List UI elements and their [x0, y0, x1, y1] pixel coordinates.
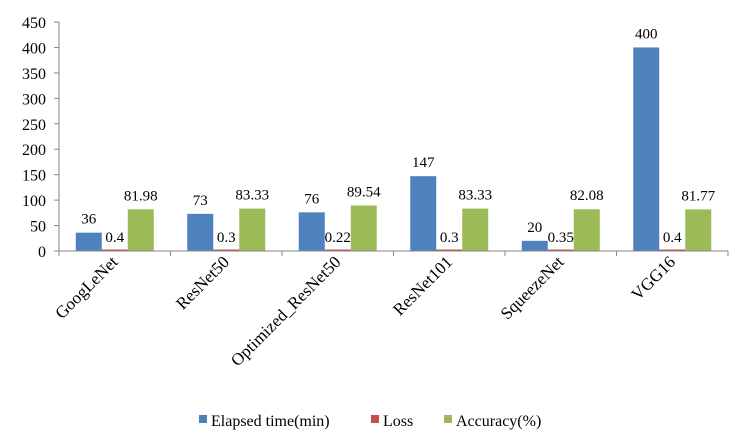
x-category-label: VGG16: [628, 252, 680, 304]
x-category-label: Optimized_ResNet50: [227, 252, 345, 370]
x-category-label: SqueezeNet: [497, 252, 568, 323]
legend-label: Loss: [383, 413, 413, 430]
bars: [75, 47, 712, 251]
data-label: 0.3: [217, 230, 236, 246]
y-tick-label: 150: [22, 168, 46, 185]
bar: [239, 208, 266, 251]
y-tick-label: 400: [22, 40, 46, 57]
legend-swatch: [199, 415, 207, 423]
legend-label: Accuracy(%): [456, 413, 541, 430]
bar: [298, 212, 325, 251]
bar: [213, 249, 240, 251]
data-label: 0.3: [440, 230, 459, 246]
data-label: 0.22: [325, 230, 351, 246]
data-label: 20: [527, 220, 542, 236]
y-tick-label: 300: [22, 91, 46, 108]
bar: [685, 209, 712, 251]
data-label: 0.4: [105, 230, 124, 246]
data-label: 81.98: [124, 188, 158, 204]
bar: [410, 176, 437, 251]
data-label: 76: [304, 191, 320, 207]
y-tick-label: 50: [30, 219, 46, 236]
data-label: 73: [193, 193, 208, 209]
legend-label: Elapsed time(min): [211, 413, 330, 430]
legend: Elapsed time(min) Loss Accuracy(%): [199, 413, 541, 430]
y-tick-label: 0: [38, 244, 46, 261]
data-label: 83.33: [458, 188, 492, 204]
x-category-label: ResNet101: [389, 252, 456, 319]
bar: [101, 249, 128, 251]
bar: [547, 249, 574, 251]
data-label: 81.77: [681, 188, 715, 204]
bar: [127, 209, 154, 251]
data-label: 400: [635, 26, 658, 42]
x-category-label: ResNet50: [172, 252, 233, 313]
legend-swatch: [371, 415, 379, 423]
bar: [462, 208, 489, 251]
bar: [324, 249, 351, 251]
data-label: 83.33: [235, 188, 269, 204]
data-label: 0.35: [548, 230, 574, 246]
x-category-label: GoogLeNet: [51, 252, 121, 322]
y-axis: 0 50 100 150 200 250 300 350 400 450: [22, 15, 60, 261]
bar: [350, 205, 377, 251]
y-tick-label: 200: [22, 142, 46, 159]
data-label: 36: [81, 212, 97, 228]
data-label: 82.08: [570, 188, 604, 204]
data-label: 0.4: [663, 230, 682, 246]
bar: [659, 249, 686, 251]
bar: [436, 249, 463, 251]
y-tick-label: 450: [22, 15, 46, 32]
bar: [633, 47, 660, 251]
data-label: 147: [412, 155, 435, 171]
y-tick-label: 250: [22, 117, 46, 134]
bar: [521, 240, 548, 251]
data-labels: 36 73 76 147 20 400 0.4 0.3 0.22 0.3 0.35 0.4 81.98 8…: [81, 26, 715, 245]
data-label: 89.54: [347, 184, 381, 200]
bar: [573, 209, 600, 251]
bar: [75, 232, 102, 251]
y-tick-label: 350: [22, 66, 46, 83]
y-tick-label: 100: [22, 193, 46, 210]
bar: [187, 213, 214, 251]
legend-swatch: [444, 415, 452, 423]
